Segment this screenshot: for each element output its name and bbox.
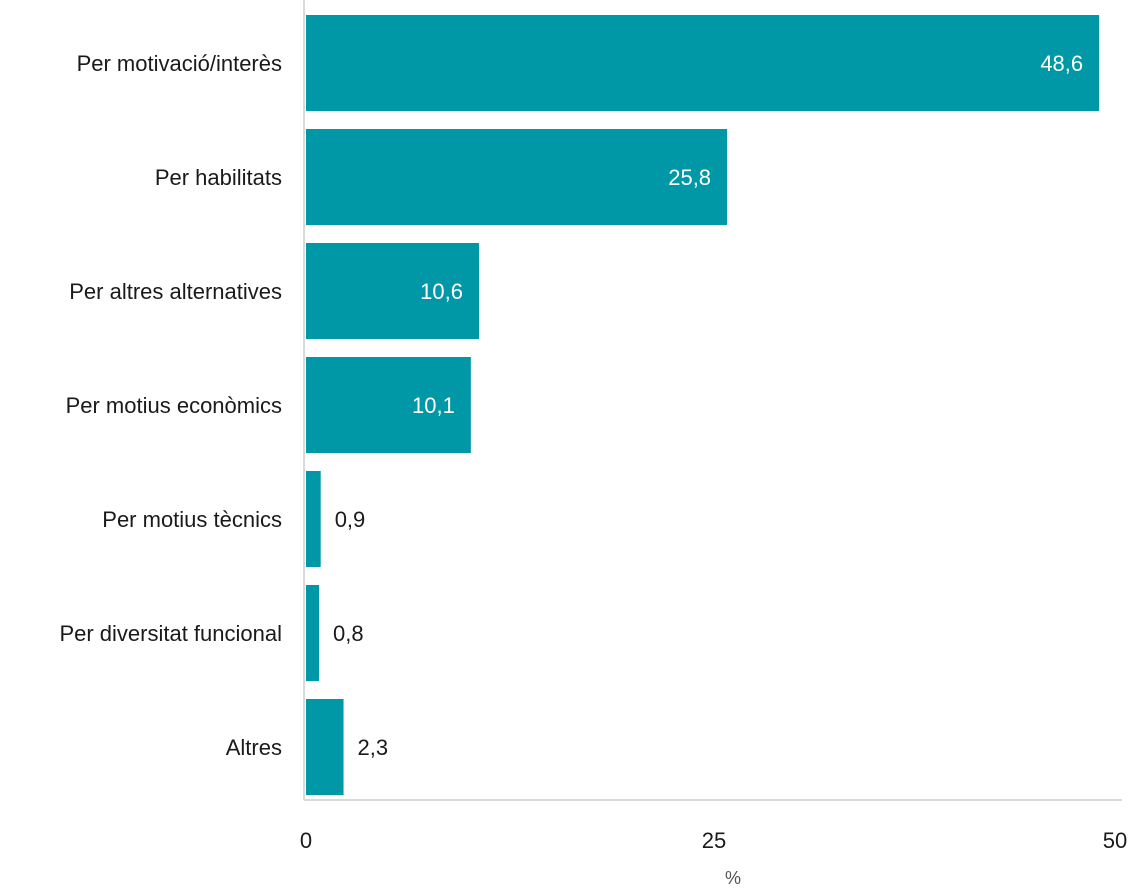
x-tick-label: 0	[300, 828, 312, 853]
data-label: 10,6	[420, 279, 463, 304]
data-label: 0,9	[335, 507, 366, 532]
category-label: Per habilitats	[155, 165, 282, 190]
data-label: 25,8	[668, 165, 711, 190]
category-label: Altres	[226, 735, 282, 760]
data-label: 2,3	[358, 735, 389, 760]
bar	[306, 471, 321, 567]
bar	[306, 15, 1100, 111]
category-label: Per motius econòmics	[66, 393, 282, 418]
x-tick-label: 50	[1103, 828, 1127, 853]
data-label: 0,8	[333, 621, 364, 646]
bars-layer	[306, 15, 1100, 795]
data-label: 48,6	[1040, 51, 1083, 76]
bar	[306, 243, 479, 339]
bar	[306, 585, 320, 681]
x-axis-title: %	[725, 868, 741, 888]
category-label: Per diversitat funcional	[59, 621, 282, 646]
category-label: Per motivació/interès	[77, 51, 282, 76]
category-label: Per altres alternatives	[69, 279, 282, 304]
category-label: Per motius tècnics	[102, 507, 282, 532]
bar	[306, 129, 728, 225]
data-label: 10,1	[412, 393, 455, 418]
bar	[306, 699, 344, 795]
x-tick-label: 25	[702, 828, 726, 853]
bar	[306, 357, 471, 453]
x-axis-ticks: 0 25 50	[300, 828, 1127, 853]
labels-layer: Per motivació/interès 48,6 Per habilitats 2…	[59, 51, 1083, 760]
